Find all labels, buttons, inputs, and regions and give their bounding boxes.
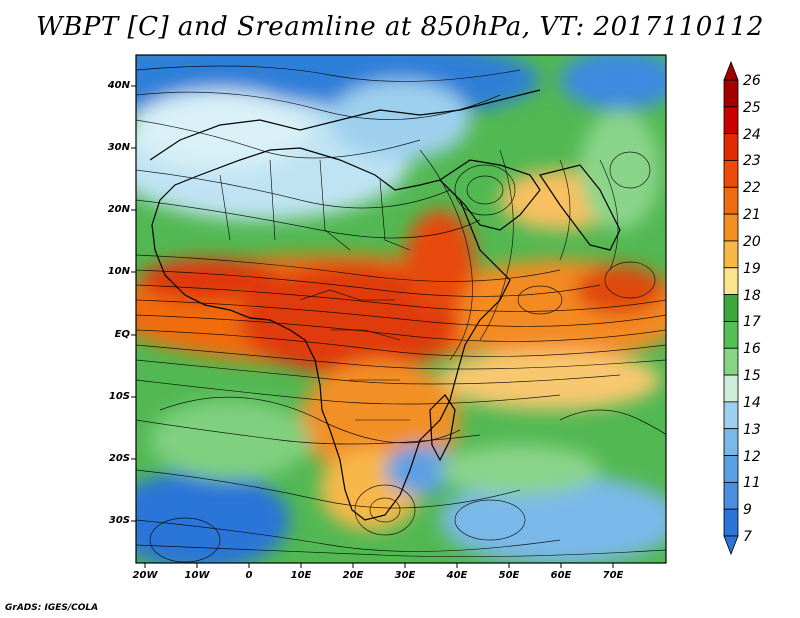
colorbar-max-arrow	[723, 60, 739, 81]
footer-credit: GrADS: IGES/COLA	[5, 603, 99, 613]
colorbar-swatch	[723, 160, 739, 188]
lat-label-30s: 30S	[108, 515, 130, 526]
coastlines	[149, 89, 621, 521]
lon-label-60e: 60E	[550, 570, 572, 581]
lat-label-40n: 40N	[107, 80, 130, 91]
lon-label-20w: 20W	[132, 570, 158, 581]
colorbar-label: 19	[743, 260, 761, 277]
lat-label-20n: 20N	[107, 204, 130, 215]
lat-label-20s: 20S	[108, 453, 130, 464]
map-title: WBPT [C] and Sreamline at 850hPa, VT: 20…	[36, 12, 764, 42]
colorbar-label: 26	[743, 73, 761, 89]
lon-label-70e: 70E	[602, 570, 624, 581]
colorbar-swatch	[723, 294, 739, 322]
lon-label-10w: 10W	[184, 570, 210, 581]
colorbar-swatch	[723, 508, 739, 537]
colorbar-min-arrow	[723, 535, 739, 556]
colorbar-swatch	[723, 106, 739, 135]
lat-label-10s: 10S	[108, 391, 130, 402]
colorbar-swatch	[723, 133, 739, 161]
colorbar-label: 15	[743, 368, 761, 385]
map-frame	[135, 54, 667, 564]
colorbar-label: 17	[743, 314, 761, 331]
borders	[219, 159, 411, 421]
colorbar-swatch	[723, 347, 739, 376]
wbpt-field	[136, 55, 666, 563]
colorbar-swatch	[723, 481, 739, 510]
lon-label-40e: 40E	[446, 570, 468, 581]
colorbar-label: 7	[743, 529, 752, 545]
colorbar-label: 14	[743, 394, 761, 411]
colorbar-swatch	[723, 455, 739, 483]
lon-label-10e: 10E	[290, 570, 312, 581]
colorbar-label: 20	[743, 233, 761, 250]
colorbar-swatch	[723, 79, 739, 108]
colorbar-swatch	[723, 267, 739, 295]
colorbar-label: 18	[743, 287, 761, 304]
lon-label-0: 0	[245, 570, 253, 581]
lat-label-10n: 10N	[107, 266, 130, 277]
colorbar-swatch	[723, 213, 739, 242]
colorbar-label: 23	[743, 153, 761, 170]
colorbar-label: 21	[743, 207, 761, 224]
colorbar-swatch	[723, 240, 739, 269]
colorbar-swatch	[723, 428, 739, 456]
colorbar-swatch	[723, 186, 739, 215]
colorbar-label: 24	[743, 126, 761, 143]
lat-label-30n: 30N	[107, 142, 130, 153]
colorbar-label: 12	[743, 448, 761, 465]
colorbar	[723, 60, 739, 556]
lon-label-20e: 20E	[342, 570, 364, 581]
colorbar-label: 9	[743, 502, 752, 519]
colorbar-label: 11	[743, 475, 761, 492]
lon-label-50e: 50E	[498, 570, 520, 581]
lat-label-eq: EQ	[114, 329, 130, 340]
colorbar-label: 13	[743, 421, 761, 438]
axis-ticks	[131, 85, 614, 568]
colorbar-label: 22	[743, 180, 761, 197]
lon-label-30e: 30E	[394, 570, 416, 581]
colorbar-label: 25	[743, 99, 761, 116]
colorbar-swatch	[723, 401, 739, 430]
streamlines	[136, 65, 666, 563]
colorbar-swatch	[723, 374, 739, 403]
colorbar-label: 16	[743, 341, 761, 358]
colorbar-swatch	[723, 321, 739, 349]
